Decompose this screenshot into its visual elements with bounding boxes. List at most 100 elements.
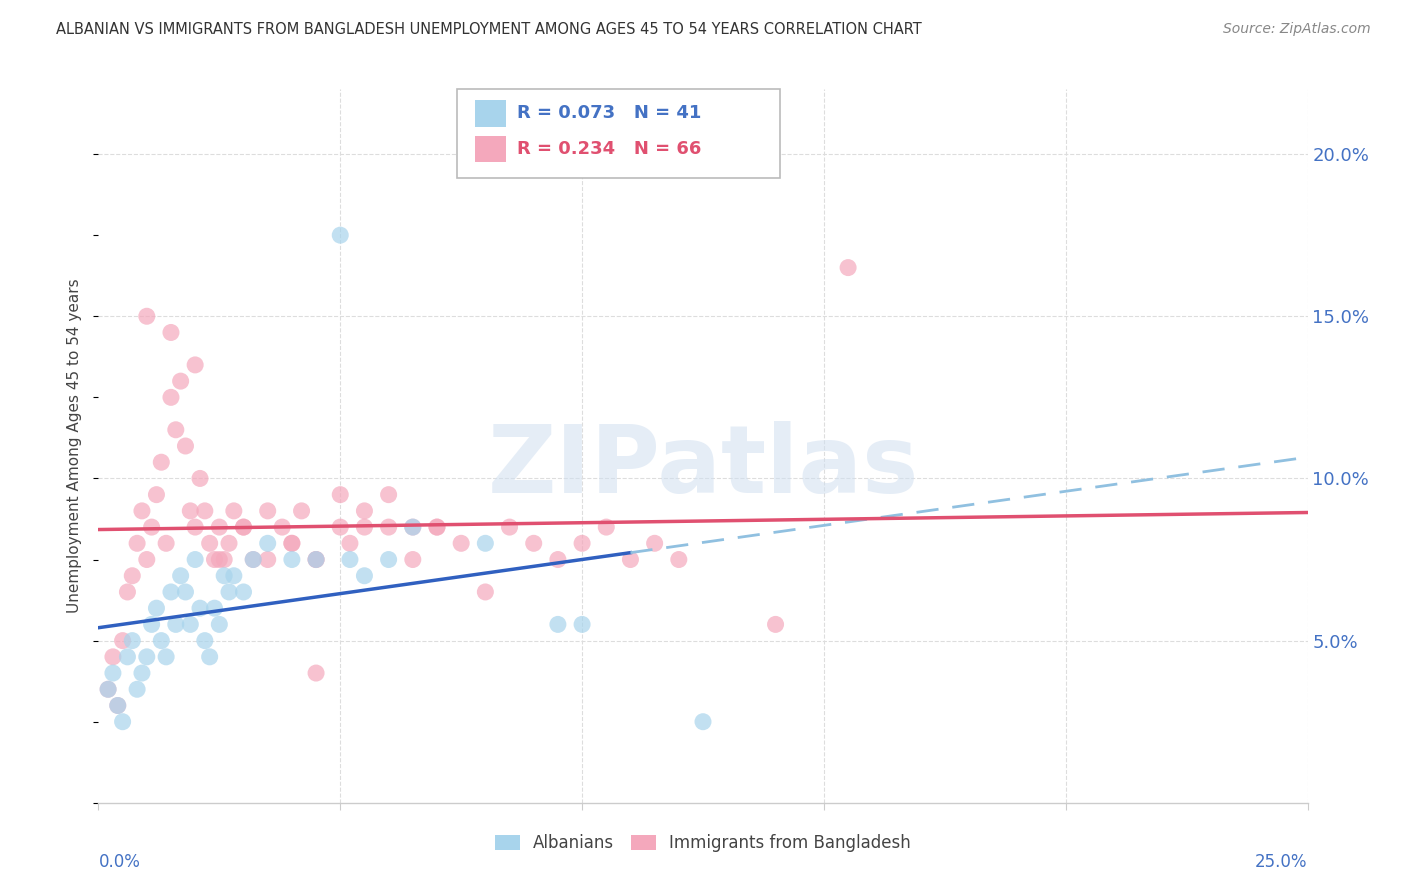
Point	[135, 649, 157, 664]
Point	[160, 585, 183, 599]
Point	[498, 520, 520, 534]
Point	[426, 520, 449, 534]
Point	[145, 601, 167, 615]
Point	[353, 504, 375, 518]
Text: ZIPatlas: ZIPatlas	[488, 421, 918, 514]
Point	[131, 504, 153, 518]
Point	[377, 488, 399, 502]
Point	[595, 520, 617, 534]
Point	[339, 552, 361, 566]
Point	[131, 666, 153, 681]
Point	[160, 326, 183, 340]
Point	[101, 666, 124, 681]
Point	[194, 633, 217, 648]
Point	[184, 520, 207, 534]
Point	[232, 520, 254, 534]
Point	[218, 585, 240, 599]
Point	[169, 374, 191, 388]
Point	[523, 536, 546, 550]
Point	[571, 617, 593, 632]
Point	[329, 228, 352, 243]
Point	[402, 552, 425, 566]
Point	[150, 455, 173, 469]
Point	[426, 520, 449, 534]
Text: R = 0.234   N = 66: R = 0.234 N = 66	[517, 140, 702, 158]
Point	[194, 504, 217, 518]
Point	[305, 552, 328, 566]
Point	[329, 520, 352, 534]
Point	[198, 536, 221, 550]
Point	[160, 390, 183, 404]
Point	[135, 310, 157, 324]
Point	[204, 552, 226, 566]
Point	[271, 520, 294, 534]
Point	[188, 601, 211, 615]
Point	[155, 649, 177, 664]
Text: Source: ZipAtlas.com: Source: ZipAtlas.com	[1223, 22, 1371, 37]
Point	[837, 260, 859, 275]
Point	[204, 601, 226, 615]
Point	[165, 423, 187, 437]
Point	[765, 617, 787, 632]
Legend: Albanians, Immigrants from Bangladesh: Albanians, Immigrants from Bangladesh	[488, 828, 918, 859]
Point	[127, 536, 149, 550]
Point	[150, 633, 173, 648]
Point	[165, 617, 187, 632]
Text: 25.0%: 25.0%	[1256, 853, 1308, 871]
Point	[474, 585, 496, 599]
Point	[169, 568, 191, 582]
Point	[97, 682, 120, 697]
Y-axis label: Unemployment Among Ages 45 to 54 years: Unemployment Among Ages 45 to 54 years	[67, 278, 83, 614]
Point	[305, 552, 328, 566]
Point	[256, 536, 278, 550]
Point	[121, 568, 143, 582]
Point	[121, 633, 143, 648]
Point	[242, 552, 264, 566]
Point	[101, 649, 124, 664]
Point	[218, 536, 240, 550]
Point	[141, 520, 163, 534]
Point	[107, 698, 129, 713]
Point	[184, 358, 207, 372]
Point	[256, 552, 278, 566]
Point	[208, 520, 231, 534]
Point	[198, 649, 221, 664]
Point	[117, 649, 139, 664]
Point	[692, 714, 714, 729]
Point	[232, 520, 254, 534]
Point	[117, 585, 139, 599]
Point	[232, 585, 254, 599]
Point	[127, 682, 149, 697]
Point	[145, 488, 167, 502]
Point	[402, 520, 425, 534]
Point	[644, 536, 666, 550]
Point	[402, 520, 425, 534]
Point	[135, 552, 157, 566]
Point	[571, 536, 593, 550]
Point	[222, 568, 245, 582]
Point	[97, 682, 120, 697]
Point	[155, 536, 177, 550]
Point	[353, 520, 375, 534]
Point	[353, 568, 375, 582]
Point	[111, 714, 134, 729]
Point	[141, 617, 163, 632]
Point	[212, 568, 235, 582]
Text: 0.0%: 0.0%	[98, 853, 141, 871]
Point	[547, 552, 569, 566]
Point	[450, 536, 472, 550]
Point	[188, 471, 211, 485]
Point	[339, 536, 361, 550]
Point	[547, 617, 569, 632]
Point	[329, 488, 352, 502]
Point	[174, 439, 197, 453]
Point	[242, 552, 264, 566]
Point	[305, 552, 328, 566]
Point	[179, 617, 201, 632]
Point	[281, 536, 304, 550]
Point	[281, 536, 304, 550]
Point	[107, 698, 129, 713]
Point	[290, 504, 312, 518]
Point	[111, 633, 134, 648]
Point	[619, 552, 641, 566]
